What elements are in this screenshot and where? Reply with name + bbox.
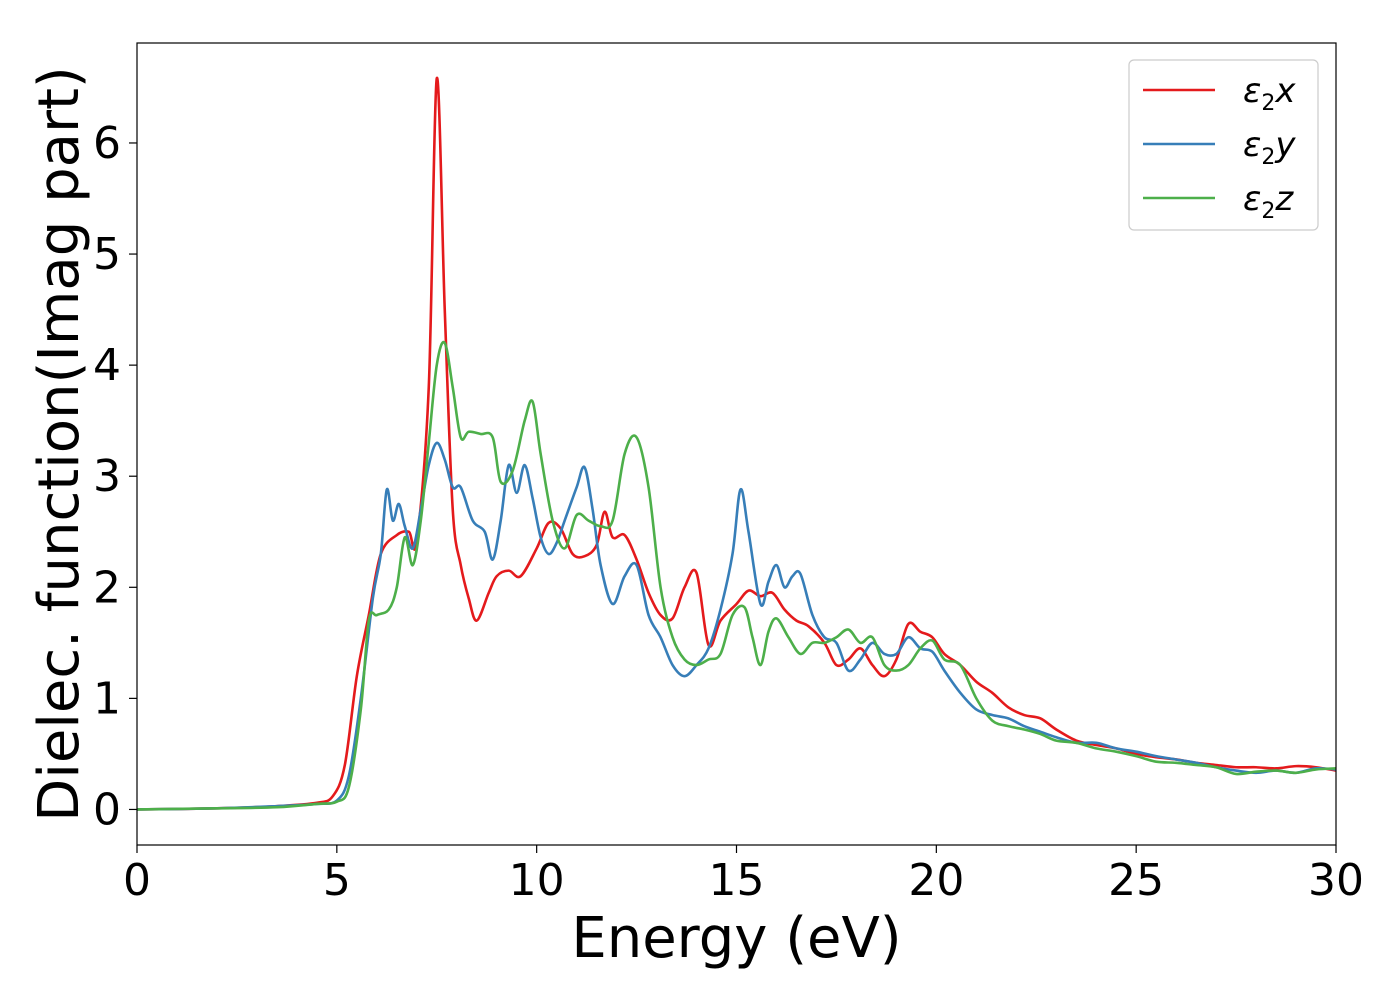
x-tick-label: 30 — [1308, 855, 1364, 906]
legend-label-z: ε2z — [1243, 179, 1294, 224]
x-tick-label: 20 — [908, 855, 964, 906]
x-axis-ticks: 0 5 10 15 20 25 30 — [123, 845, 1364, 906]
x-tick-label: 15 — [709, 855, 765, 906]
legend-label-y: ε2y — [1243, 125, 1296, 170]
x-tick-label: 10 — [509, 855, 565, 906]
y-tick-label: 0 — [93, 784, 121, 835]
y-axis-ticks: 0 1 2 3 4 5 6 — [93, 118, 137, 835]
y-tick-label: 1 — [93, 673, 121, 724]
series-line-x — [137, 76, 1336, 811]
y-tick-label: 4 — [93, 340, 121, 391]
x-tick-label: 0 — [123, 855, 151, 906]
series-layer — [137, 76, 1336, 811]
y-tick-label: 3 — [93, 451, 121, 502]
legend: ε2x ε2y ε2z — [1128, 59, 1319, 231]
series-line-z — [137, 340, 1336, 811]
y-axis-label: Dielec. function(Imag part) — [27, 66, 92, 822]
legend-box — [1128, 59, 1319, 231]
x-axis-label: Energy (eV) — [571, 906, 901, 971]
x-tick-label: 5 — [323, 855, 351, 906]
x-tick-label: 25 — [1108, 855, 1164, 906]
y-tick-label: 6 — [93, 118, 121, 169]
series-line-y — [137, 441, 1336, 811]
legend-label-x: ε2x — [1243, 71, 1296, 116]
y-tick-label: 2 — [93, 562, 121, 613]
y-tick-label: 5 — [93, 229, 121, 280]
